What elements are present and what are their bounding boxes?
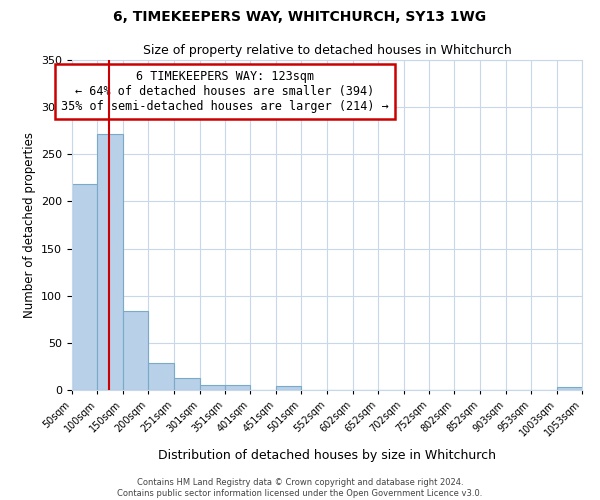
X-axis label: Distribution of detached houses by size in Whitchurch: Distribution of detached houses by size …	[158, 450, 496, 462]
Bar	[97, 134, 123, 390]
Bar	[148, 362, 174, 390]
Bar	[225, 386, 250, 390]
Y-axis label: Number of detached properties: Number of detached properties	[23, 132, 35, 318]
Bar	[557, 387, 582, 390]
Bar	[200, 386, 225, 390]
Bar	[276, 386, 301, 390]
Text: 6 TIMEKEEPERS WAY: 123sqm
← 64% of detached houses are smaller (394)
35% of semi: 6 TIMEKEEPERS WAY: 123sqm ← 64% of detac…	[61, 70, 389, 113]
Bar	[174, 378, 200, 390]
Bar	[72, 184, 97, 390]
Title: Size of property relative to detached houses in Whitchurch: Size of property relative to detached ho…	[143, 44, 511, 58]
Text: 6, TIMEKEEPERS WAY, WHITCHURCH, SY13 1WG: 6, TIMEKEEPERS WAY, WHITCHURCH, SY13 1WG	[113, 10, 487, 24]
Bar	[123, 311, 148, 390]
Text: Contains HM Land Registry data © Crown copyright and database right 2024.
Contai: Contains HM Land Registry data © Crown c…	[118, 478, 482, 498]
